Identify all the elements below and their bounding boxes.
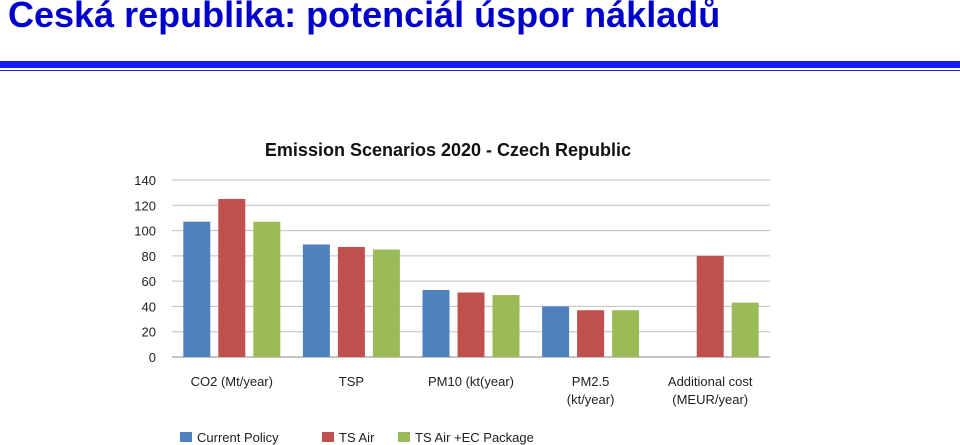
bar <box>302 244 330 357</box>
bar <box>183 221 211 357</box>
x-category-label: PM10 (kt(year) <box>428 374 514 389</box>
y-tick-label: 100 <box>134 224 156 239</box>
x-category-label: PM2.5 <box>572 374 610 389</box>
y-tick-label: 140 <box>134 173 156 188</box>
x-category-label: (kt/year) <box>567 392 615 407</box>
x-category-label: (MEUR/year) <box>672 392 748 407</box>
x-axis-labels: CO2 (Mt/year) TSP PM10 (kt(year) PM2.5 (kt/y… <box>191 374 753 407</box>
chart-legend: Current Policy TS Air TS Air +EC Package <box>180 430 534 445</box>
bar <box>422 289 450 357</box>
legend-label: TS Air <box>339 430 375 445</box>
bar <box>612 310 640 357</box>
bar <box>696 255 724 357</box>
bar <box>457 292 485 357</box>
title-rule <box>0 61 960 68</box>
y-tick-label: 60 <box>142 274 156 289</box>
bar <box>337 247 365 357</box>
title-rule-thin <box>0 70 960 71</box>
chart-bars <box>183 198 759 357</box>
slide-title: Česká republika: potenciál úspor nákladů <box>8 0 721 35</box>
y-tick-label: 40 <box>142 299 156 314</box>
legend-swatch <box>322 432 334 442</box>
legend-swatch <box>180 432 192 442</box>
bar <box>542 306 570 357</box>
bar <box>218 198 246 357</box>
y-tick-label: 0 <box>149 350 156 365</box>
legend-label: TS Air +EC Package <box>415 430 534 445</box>
bar <box>372 249 400 357</box>
chart-title: Emission Scenarios 2020 - Czech Republic <box>265 140 631 160</box>
x-category-label: Additional cost <box>668 374 753 389</box>
x-category-label: TSP <box>339 374 364 389</box>
legend-swatch <box>398 432 410 442</box>
bar <box>577 310 605 357</box>
legend-label: Current Policy <box>197 430 279 445</box>
bar <box>253 221 281 357</box>
y-tick-label: 120 <box>134 198 156 213</box>
y-tick-label: 80 <box>142 249 156 264</box>
y-tick-label: 20 <box>142 325 156 340</box>
y-axis-ticks: 0 20 40 60 80 100 120 140 <box>134 173 156 365</box>
x-category-label: CO2 (Mt/year) <box>191 374 273 389</box>
bar <box>492 295 520 357</box>
bar <box>731 302 759 357</box>
